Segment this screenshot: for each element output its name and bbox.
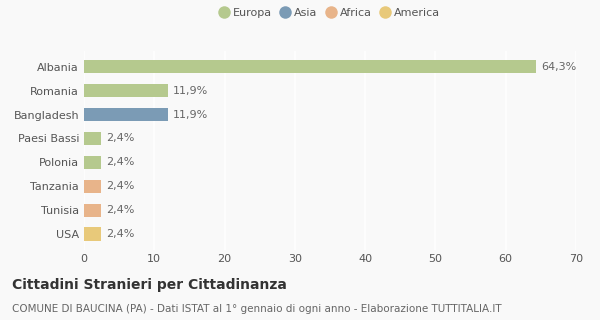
Text: 2,4%: 2,4% (106, 205, 135, 215)
Text: 11,9%: 11,9% (173, 109, 209, 120)
Bar (84, 228, 101, 241)
Bar (84, 132, 101, 145)
Text: 2,4%: 2,4% (106, 133, 135, 143)
Text: 64,3%: 64,3% (542, 62, 577, 72)
Bar (84, 84, 167, 97)
Bar (84, 204, 101, 217)
Text: COMUNE DI BAUCINA (PA) - Dati ISTAT al 1° gennaio di ogni anno - Elaborazione TU: COMUNE DI BAUCINA (PA) - Dati ISTAT al 1… (12, 304, 502, 314)
Bar (84, 156, 101, 169)
Bar (84, 180, 101, 193)
Text: Cittadini Stranieri per Cittadinanza: Cittadini Stranieri per Cittadinanza (12, 278, 287, 292)
Legend: Europa, Asia, Africa, America: Europa, Asia, Africa, America (220, 7, 440, 18)
Text: 11,9%: 11,9% (173, 86, 209, 96)
Text: 2,4%: 2,4% (106, 157, 135, 167)
Text: 2,4%: 2,4% (106, 229, 135, 239)
Bar (84, 108, 167, 121)
Bar (84, 60, 536, 73)
Text: 2,4%: 2,4% (106, 181, 135, 191)
